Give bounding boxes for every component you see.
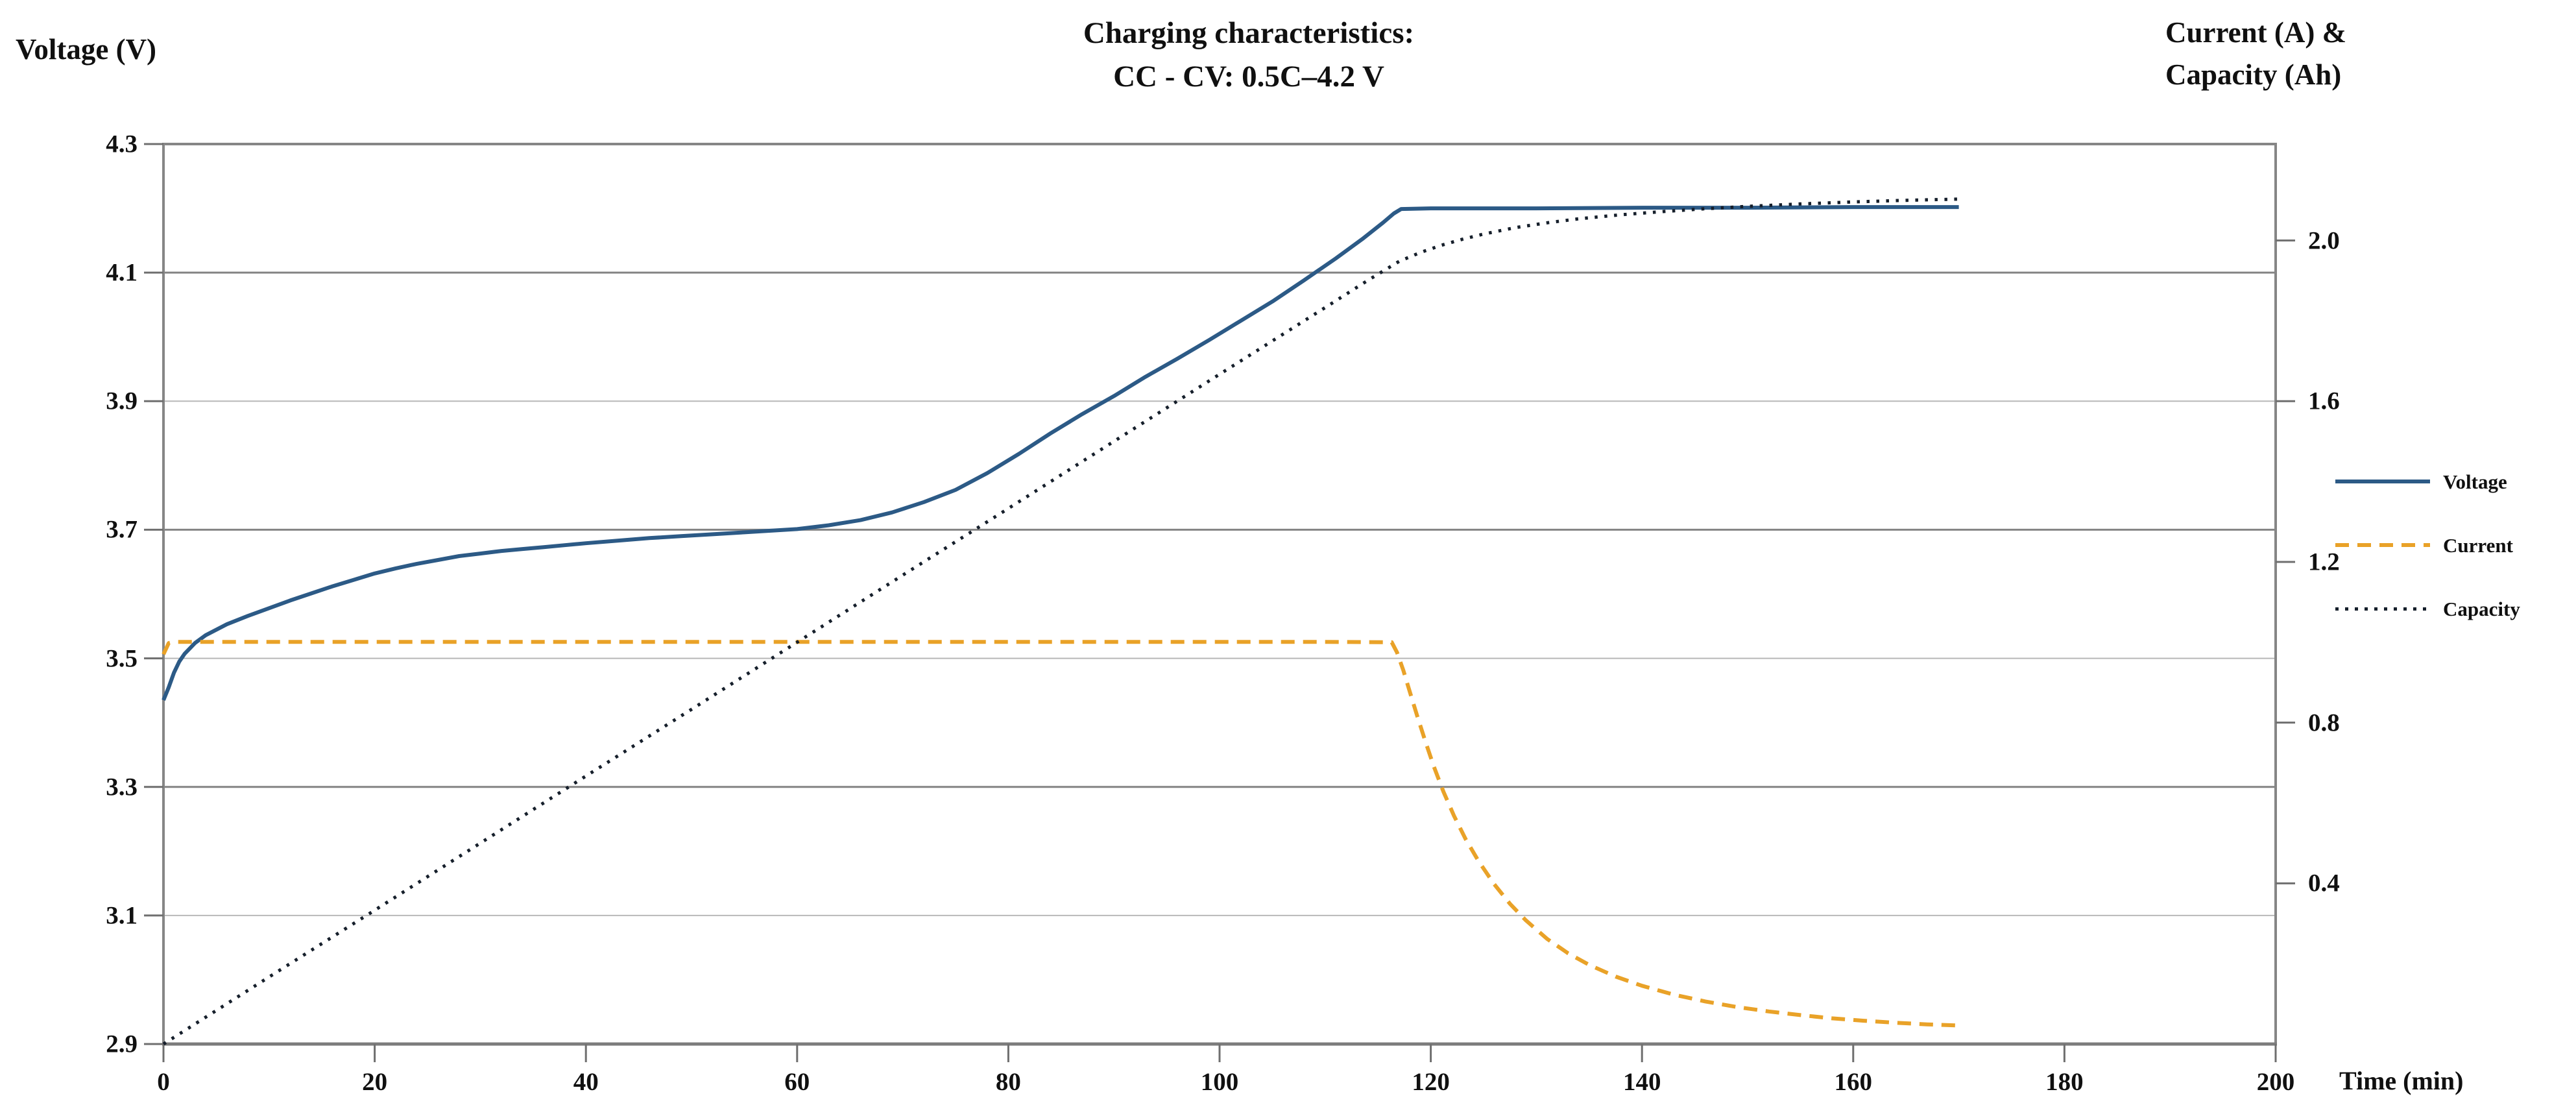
legend-label-current: Current	[2443, 533, 2513, 557]
plot-border	[162, 143, 2277, 1045]
x-tick-label-80: 80	[995, 1068, 1021, 1096]
y-left-tick-label-4.3: 4.3	[106, 130, 138, 158]
legend-label-voltage: Voltage	[2443, 470, 2507, 493]
capacity-legend-line-icon	[2335, 607, 2430, 611]
chart-title: Charging characteristics: CC - CV: 0.5C–4…	[856, 12, 1641, 98]
y-left-tick-label-3.7: 3.7	[106, 515, 138, 544]
x-tick-label-40: 40	[573, 1068, 599, 1096]
y-right-tick-label-1.6: 1.6	[2308, 387, 2340, 415]
legend-item-capacity: Capacity	[2335, 596, 2520, 622]
legend-item-current: Current	[2335, 532, 2513, 558]
y-left-tick-label-2.9: 2.9	[106, 1030, 138, 1058]
x-tick-label-180: 180	[2045, 1068, 2084, 1096]
x-tick-label-160: 160	[1834, 1068, 1873, 1096]
right-axis-title-line1: Current (A) &	[2165, 16, 2347, 49]
current-legend-line-icon	[2335, 543, 2430, 547]
y-left-tick-label-4.1: 4.1	[106, 258, 138, 287]
x-tick-label-120: 120	[1412, 1068, 1450, 1096]
voltage-legend-line-icon	[2335, 480, 2430, 483]
legend-label-capacity: Capacity	[2443, 597, 2520, 620]
x-tick-label-0: 0	[157, 1068, 170, 1096]
x-tick-label-20: 20	[362, 1068, 388, 1096]
y-left-tick-label-3.1: 3.1	[106, 901, 138, 930]
y-left-tick-label-3.3: 3.3	[106, 773, 138, 801]
y-left-tick-label-3.5: 3.5	[106, 644, 138, 673]
chart-title-line2: CC - CV: 0.5C–4.2 V	[1113, 59, 1384, 93]
y-right-tick-label-1.2: 1.2	[2308, 548, 2340, 576]
right-axis-title: Current (A) & Capacity (Ah)	[2165, 12, 2576, 97]
chart-title-line1: Charging characteristics:	[1083, 16, 1415, 50]
x-tick-label-140: 140	[1622, 1068, 1661, 1096]
y-left-tick-label-3.9: 3.9	[106, 387, 138, 415]
x-tick-label-60: 60	[784, 1068, 810, 1096]
right-axis-title-line2: Capacity (Ah)	[2165, 58, 2342, 91]
capacity-series-line	[162, 197, 1959, 1046]
y-right-tick-label-0.8: 0.8	[2308, 709, 2340, 737]
current-series-line	[162, 640, 1959, 1028]
voltage-series-line	[162, 205, 1959, 701]
left-axis-title: Voltage (V)	[16, 33, 157, 66]
legend-item-voltage: Voltage	[2335, 468, 2507, 494]
x-tick-label-100: 100	[1200, 1068, 1239, 1096]
y-right-tick-label-2.0: 2.0	[2308, 226, 2340, 255]
y-right-tick-label-0.4: 0.4	[2308, 869, 2340, 897]
x-axis-title: Time (min)	[2339, 1066, 2464, 1095]
x-tick-label-200: 200	[2256, 1068, 2295, 1096]
